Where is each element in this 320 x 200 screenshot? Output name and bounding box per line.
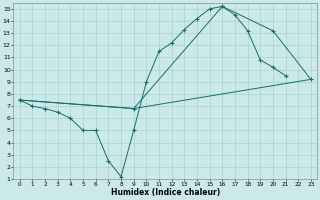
X-axis label: Humidex (Indice chaleur): Humidex (Indice chaleur) <box>111 188 220 197</box>
